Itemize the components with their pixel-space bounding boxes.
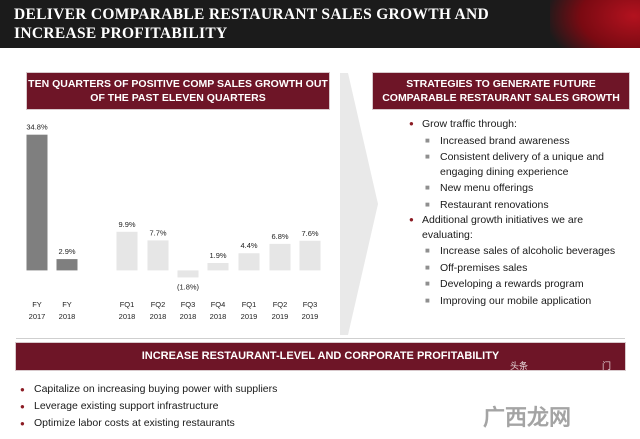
chart-bar [56,259,78,271]
category-label: FQ3 [303,300,318,309]
category-label: 2019 [302,312,319,321]
chart-bar [177,270,199,278]
category-label: 2019 [272,312,289,321]
category-label: 2017 [29,312,46,321]
category-label: 2018 [59,312,76,321]
strategy-item: Additional growth initiatives we are eva… [408,213,630,242]
data-label: 34.8% [26,123,48,132]
logo-graphic [550,0,640,48]
category-label: FQ4 [211,300,226,309]
category-label: FQ3 [181,300,196,309]
data-label: 7.6% [301,229,318,238]
category-label: 2018 [150,312,167,321]
header-bar: DELIVER COMPARABLE RESTAURANT SALES GROW… [0,0,640,48]
chevron-arrow-icon [340,73,378,335]
data-label: 9.9% [118,220,135,229]
strategy-subitem: Improving our mobile application [408,294,630,309]
strategy-subitem: Consistent delivery of a unique and enga… [408,150,630,179]
comp-sales-banner: TEN QUARTERS OF POSITIVE COMP SALES GROW… [27,73,329,109]
category-label: FQ2 [273,300,288,309]
category-label: FY [62,300,72,309]
category-label: FQ1 [242,300,257,309]
page-title: DELIVER COMPARABLE RESTAURANT SALES GROW… [14,6,490,42]
data-label: 4.4% [240,241,257,250]
category-label: FQ1 [120,300,135,309]
profitability-banner: INCREASE RESTAURANT-LEVEL AND CORPORATE … [16,343,625,370]
category-label: FQ2 [151,300,166,309]
data-label: (1.8%) [177,282,200,291]
strategy-subitem: Increased brand awareness [408,134,630,149]
profitability-item: Optimize labor costs at existing restaur… [20,415,420,432]
strategy-item: Grow traffic through: [408,117,630,132]
strategy-subitem: Increase sales of alcoholic beverages [408,244,630,259]
strategy-subitem: Off-premises sales [408,261,630,276]
chart-bar [116,231,138,271]
chart-bar [269,243,291,271]
strategy-subitem: Restaurant renovations [408,198,630,213]
category-label: 2019 [241,312,258,321]
profitability-item: Leverage existing support infrastructure [20,398,420,415]
chart-bar [147,240,169,271]
watermark-text: 广西龙网 [483,405,572,430]
strategies-banner: STRATEGIES TO GENERATE FUTURE COMPARABLE… [373,73,629,109]
profitability-list: Capitalize on increasing buying power wi… [20,381,420,432]
strategy-subitem: New menu offerings [408,181,630,196]
category-label: FY [32,300,42,309]
comp-sales-chart: 34.8%2.9%9.9%7.7%(1.8%)1.9%4.4%6.8% 7.6% … [26,123,321,321]
data-label: 1.9% [209,251,226,260]
category-label: 2018 [119,312,136,321]
chart-bar [299,240,321,271]
strategy-subitem: Developing a rewards program [408,277,630,292]
chart-bar [238,253,260,271]
data-label: 6.8% [271,232,288,241]
category-label: 2018 [210,312,227,321]
chart-bar [207,262,229,271]
watermark-text: 头条 [510,361,529,371]
profitability-item: Capitalize on increasing buying power wi… [20,381,420,398]
strategy-list: Grow traffic through: Increased brand awa… [408,116,630,308]
category-label: 2018 [180,312,197,321]
data-label: 2.9% [58,247,75,256]
data-label: 7.7% [149,228,166,237]
watermark-text: 门 [602,361,612,371]
chart-bar [26,134,48,271]
divider [16,338,625,339]
